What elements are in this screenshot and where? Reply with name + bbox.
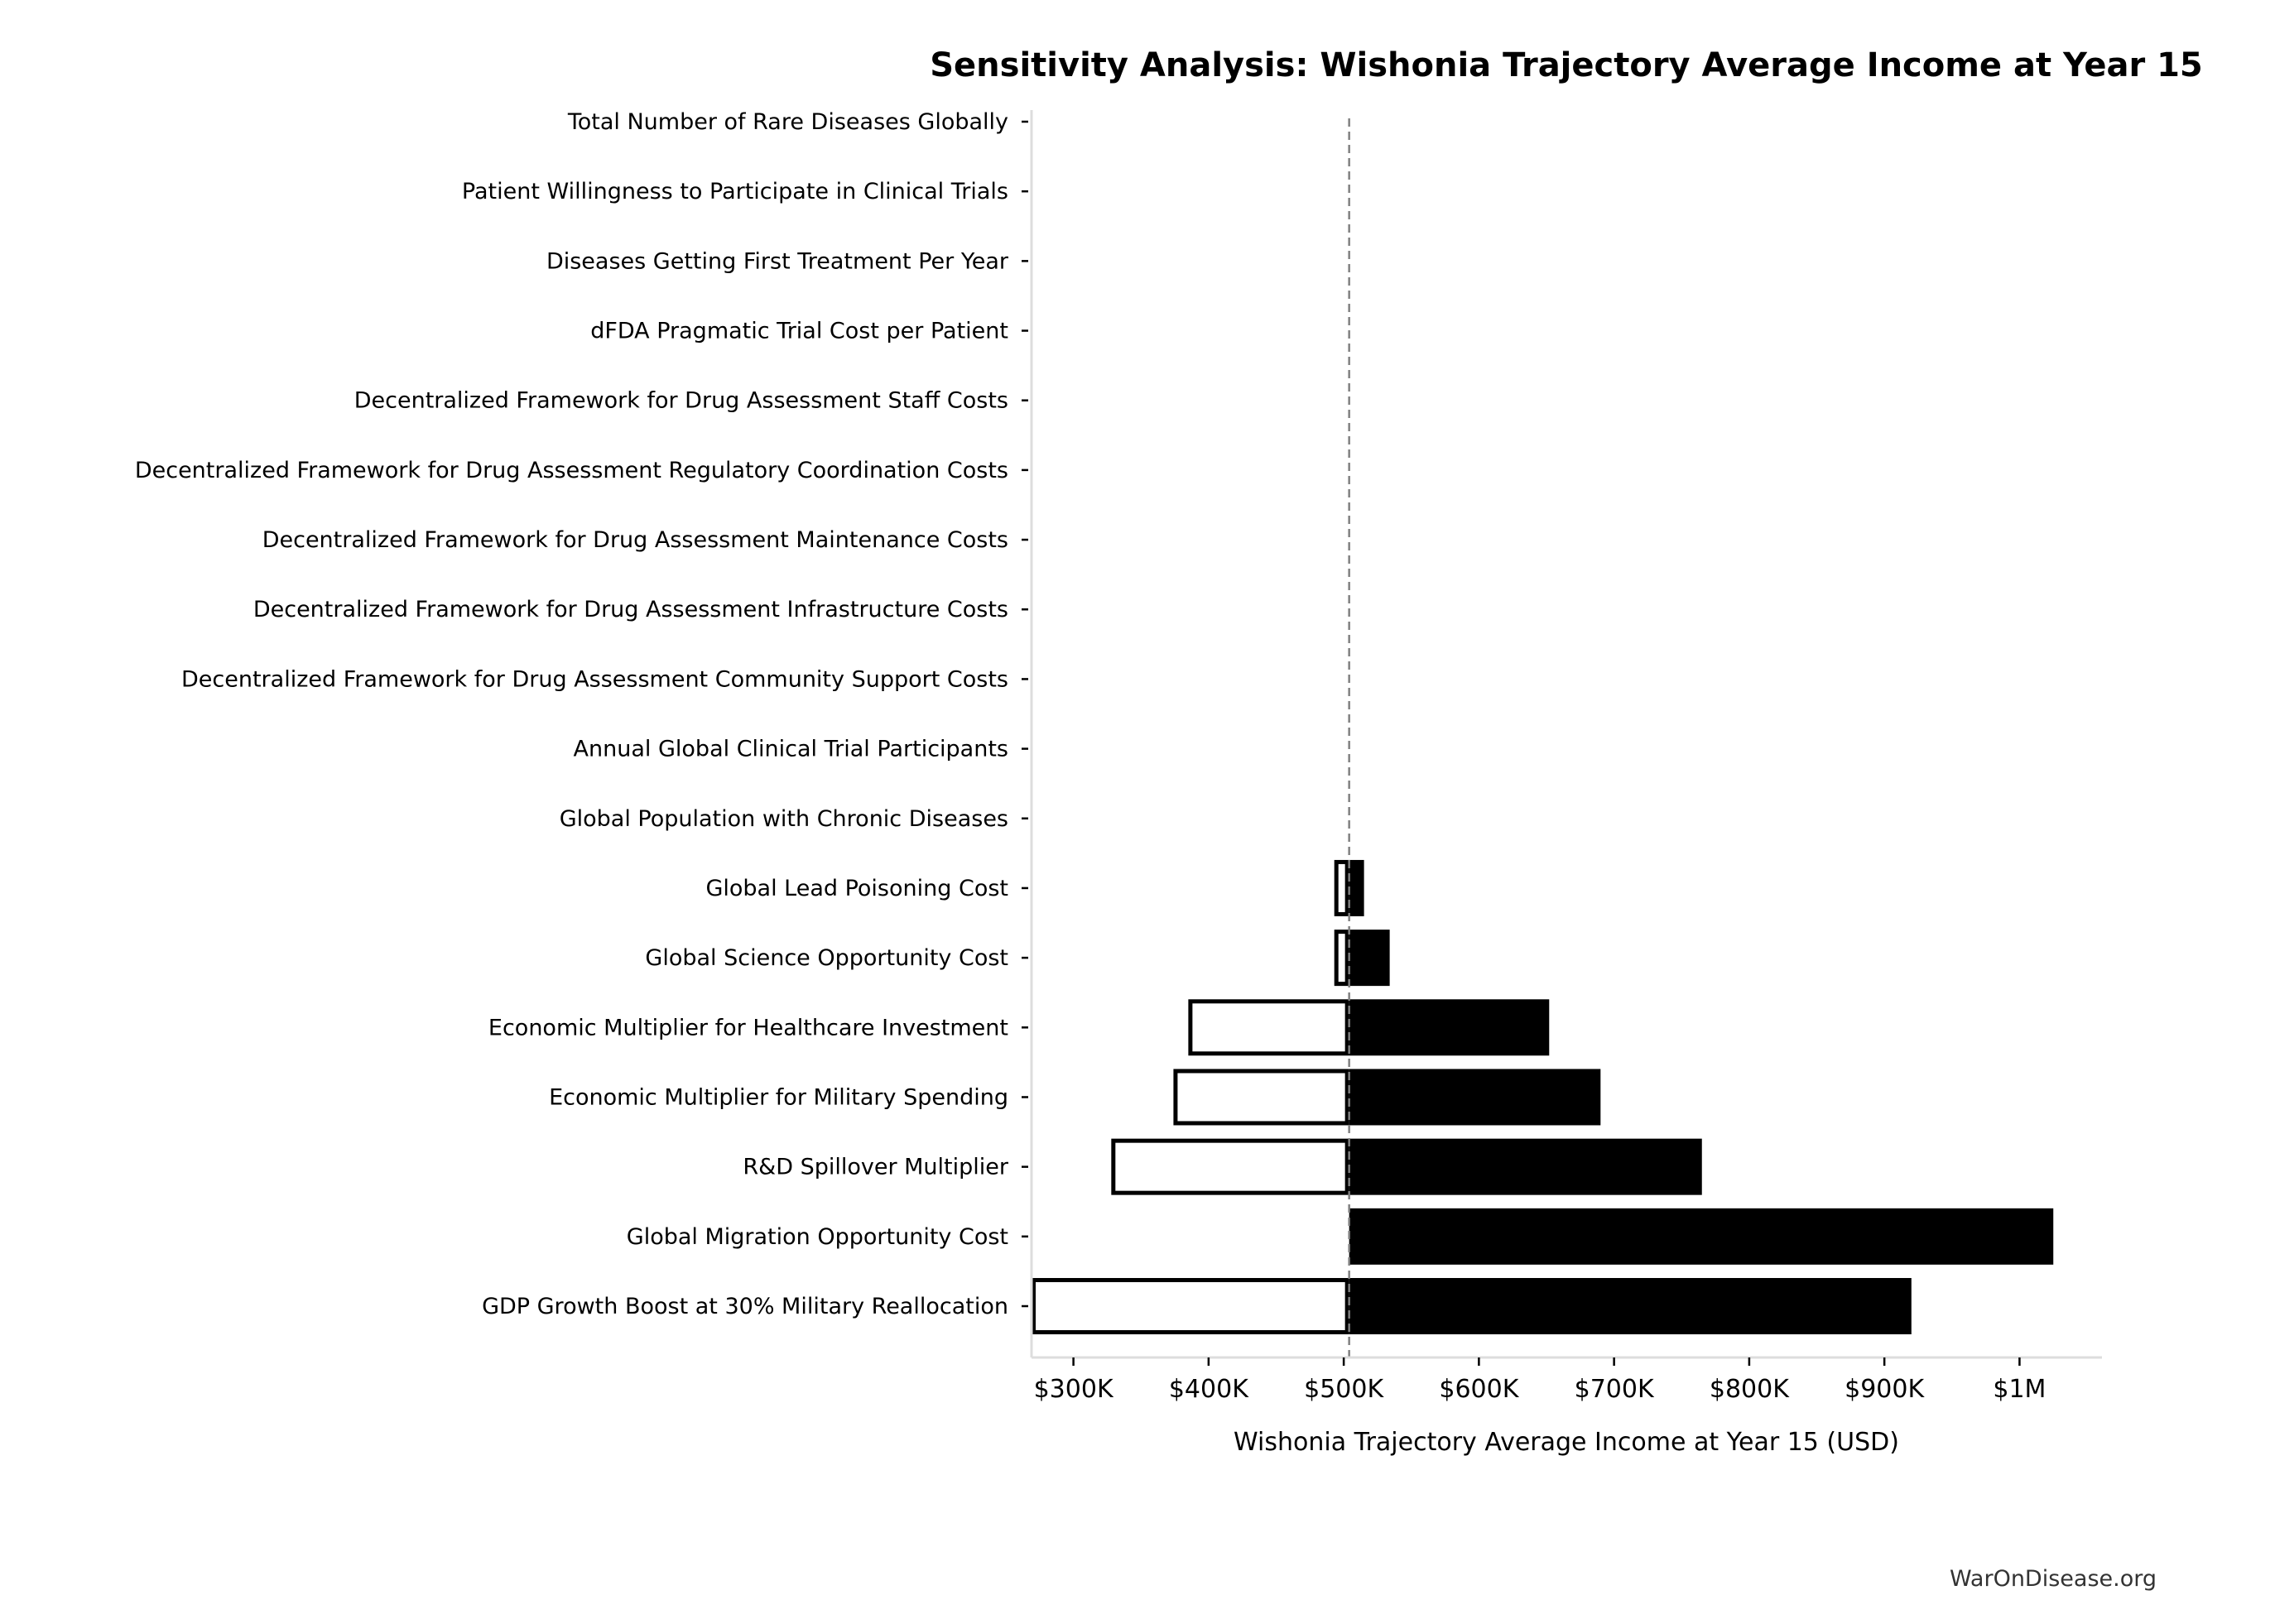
x-tick-label: $600K — [1439, 1375, 1519, 1404]
bar-low — [1334, 930, 1349, 987]
y-tick-label: Economic Multiplier for Healthcare Inves… — [488, 1015, 1008, 1040]
x-tick-label: $1M — [1993, 1375, 2046, 1404]
y-axis: Total Number of Rare Diseases Globally Pa… — [135, 109, 1033, 1357]
bar-low — [1188, 999, 1349, 1056]
x-tick-label: $500K — [1304, 1375, 1384, 1404]
x-tick-label: $900K — [1845, 1375, 1925, 1404]
y-tick-label: Decentralized Framework for Drug Assessm… — [181, 666, 1008, 692]
bar-high — [1349, 930, 1390, 987]
y-tick-label: Decentralized Framework for Drug Assessm… — [253, 597, 1008, 622]
y-tick-label: Economic Multiplier for Military Spendin… — [549, 1084, 1008, 1110]
y-tick-label: dFDA Pragmatic Trial Cost per Patient — [590, 319, 1008, 344]
bar-low — [1111, 1138, 1349, 1195]
y-tick-label: Decentralized Framework for Drug Assessm… — [262, 527, 1008, 553]
x-axis: $300K $400K $500K $600K $700K $800K $900K $1M — [1032, 1356, 2102, 1404]
bar-low — [1173, 1069, 1349, 1126]
chart-title: Sensitivity Analysis: Wishonia Trajector… — [930, 46, 2203, 84]
bar-high — [1349, 859, 1364, 916]
x-tick-label: $400K — [1169, 1375, 1249, 1404]
y-tick-label: Total Number of Rare Diseases Globally — [567, 109, 1008, 135]
footer-credit: WarOnDisease.org — [1950, 1566, 2157, 1592]
y-tick-label: Decentralized Framework for Drug Assessm… — [354, 388, 1008, 414]
y-tick-label: Patient Willingness to Participate in Cl… — [462, 179, 1008, 204]
bar-high — [1349, 999, 1550, 1056]
x-tick-label: $700K — [1575, 1375, 1655, 1404]
y-tick-label: Global Migration Opportunity Cost — [627, 1224, 1008, 1250]
y-tick-label: R&D Spillover Multiplier — [743, 1155, 1009, 1180]
y-tick-label: Annual Global Clinical Trial Participant… — [574, 737, 1008, 762]
y-tick-label: Global Science Opportunity Cost — [645, 945, 1008, 971]
y-tick-label: Decentralized Framework for Drug Assessm… — [135, 458, 1008, 483]
bar-low — [1334, 859, 1349, 916]
x-tick-label: $300K — [1034, 1375, 1114, 1404]
bar-low — [1032, 1278, 1349, 1334]
y-tick-label: Diseases Getting First Treatment Per Yea… — [546, 248, 1009, 274]
bar-high — [1349, 1138, 1702, 1195]
x-axis-label: Wishonia Trajectory Average Income at Ye… — [1234, 1428, 1899, 1457]
y-tick-label: Global Lead Poisoning Cost — [705, 876, 1008, 901]
bars-group — [1032, 118, 2054, 1357]
bar-high — [1349, 1278, 1912, 1334]
bar-high — [1349, 1208, 2054, 1265]
bar-high — [1349, 1069, 1601, 1126]
y-tick-label: GDP Growth Boost at 30% Military Realloc… — [482, 1294, 1008, 1319]
x-tick-label: $800K — [1710, 1375, 1790, 1404]
y-tick-label: Global Population with Chronic Diseases — [560, 806, 1008, 832]
